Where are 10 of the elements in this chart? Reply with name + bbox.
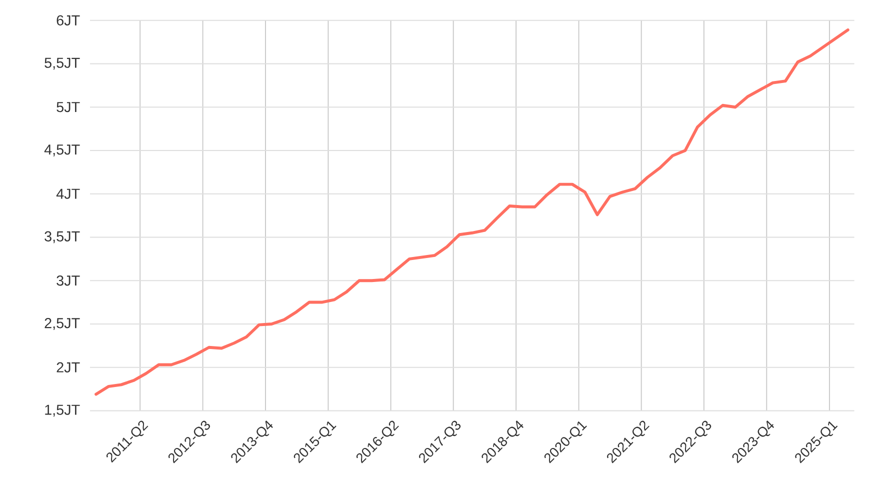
y-tick-label: 4,5JT	[44, 144, 80, 157]
y-tick-label: 3JT	[56, 276, 80, 286]
y-tick-label: 2,5JT	[44, 318, 80, 330]
y-tick-label: 4JT	[56, 189, 80, 200]
y-tick-label: 5,5JT	[44, 58, 80, 70]
y-tick-label: 6JT	[56, 15, 80, 26]
y-tick-label: 5JT	[56, 102, 80, 112]
y-tick-label: 2JT	[56, 362, 80, 373]
y-tick-label: 1,5JT	[45, 405, 80, 417]
y-tick-label: 3,5JT	[44, 231, 80, 244]
